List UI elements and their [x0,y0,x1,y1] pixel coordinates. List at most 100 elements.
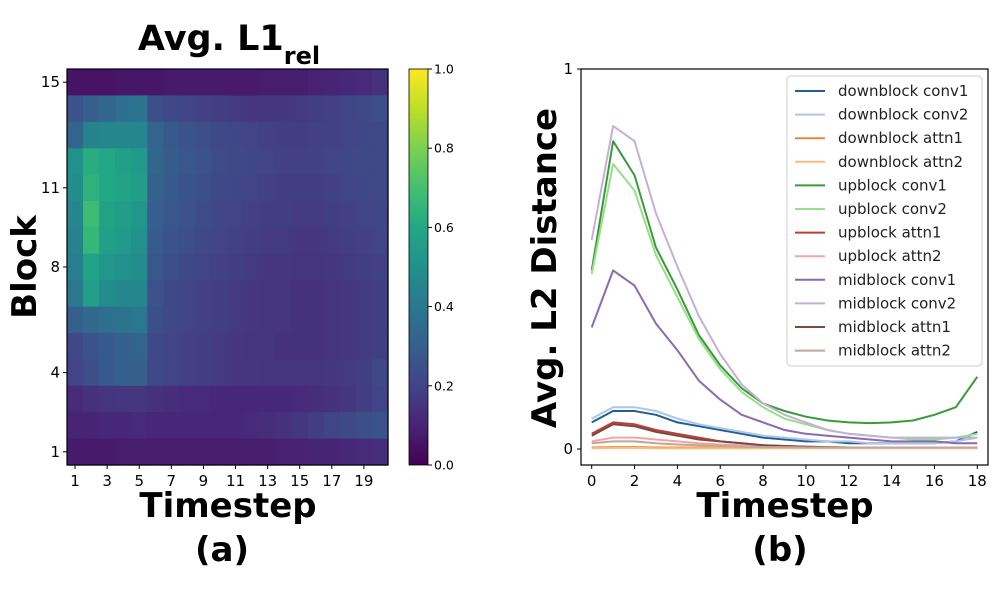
heatmap-cell [131,253,148,281]
heatmap-cell [371,201,389,228]
heatmap-cell [291,359,309,387]
heatmap-cell [131,306,148,334]
heatmap-cell [211,412,229,440]
heatmap-cell [355,385,373,413]
heatmap-cell [355,95,373,123]
heatmap-cell [323,333,341,360]
heatmap-cell [355,280,373,308]
heatmap-title: Avg. L1rel [138,19,320,70]
heatmap-cell [67,438,84,466]
colorbar-ticks: 0.0 0.2 0.4 0.6 0.8 1.0 [428,62,454,473]
panel-label-b: (b) [752,530,807,570]
line-x-tick-label: 0 [587,472,597,490]
heatmap-cell [163,121,180,149]
heatmap-cell [227,333,245,360]
heatmap-cell [99,412,116,440]
heatmap-cell [323,385,341,413]
heatmap-cell [147,412,164,440]
heatmap-cell [291,412,309,440]
legend-label: upblock conv1 [838,176,947,194]
series-line [591,406,978,445]
heatmap-cell [115,253,132,281]
heatmap-cell [83,280,100,308]
heatmap-cell [291,385,309,413]
heatmap-cell [131,121,148,149]
heatmap-cell [339,95,357,123]
heatmap-cell [131,333,148,360]
heatmap-cell [291,280,309,308]
heatmap-cell [339,385,357,413]
heatmap-cell [195,69,213,96]
heatmap-cell [339,148,357,176]
heatmap-cell [259,227,277,255]
heatmap-cell [147,438,164,466]
heatmap-cell [275,438,293,466]
heatmap-cell [195,306,213,334]
heatmap-cell [131,148,148,176]
colorbar-tick-label: 0.8 [434,141,454,156]
series-line [590,269,978,445]
heatmap-cell [243,306,261,334]
heatmap-cell [147,253,164,281]
heatmap-cell [291,121,309,149]
heatmap-cell [323,174,341,202]
heatmap-cell [195,412,213,440]
line-y-label: Avg. L2 Distance [525,108,565,428]
heatmap-cell [307,412,325,440]
heatmap-cell [147,359,164,387]
line-x-ticks: 0 2 4 6 8 10 12 14 16 18 [587,465,987,490]
heatmap-cell [67,174,84,202]
heatmap-cell [67,412,84,440]
heatmap-cell [355,174,373,202]
heatmap-cell [147,385,164,413]
heatmap-cell [99,69,116,96]
heatmap-cell [259,359,277,387]
heatmap-x-tick-label: 7 [167,472,177,490]
heatmap-y-tick-label: 8 [50,258,60,276]
heatmap-cell [163,412,180,440]
heatmap-cell [115,280,132,308]
heatmap-cell [147,333,164,360]
legend-box [786,75,983,367]
heatmap-cell [243,385,261,413]
heatmap-cell [83,412,100,440]
heatmap-cell [355,306,373,334]
heatmap-cell [259,385,277,413]
heatmap-cell [83,333,100,360]
legend-items: downblock conv1 downblock conv2 downblock … [795,82,968,360]
line-x-tick-label: 10 [796,472,815,490]
line-series [590,125,979,450]
heatmap-cell [275,69,293,96]
heatmap-cell [179,438,196,466]
heatmap-cell [227,412,245,440]
line-x-tick-label: 14 [882,472,901,490]
legend-label: downblock attn2 [838,153,963,171]
heatmap-cell [195,333,213,360]
heatmap-x-tick-label: 11 [226,472,245,490]
heatmap-x-tick-label: 15 [290,472,309,490]
colorbar-tick-label: 1.0 [434,62,454,77]
line-x-tick-label: 8 [758,472,768,490]
heatmap-cell [291,174,309,202]
legend: downblock conv1 downblock conv2 downblock … [786,75,983,367]
heatmap-cell [179,306,196,334]
heatmap-cell [179,174,196,202]
legend-label: downblock conv1 [838,82,968,100]
heatmap-cell [67,95,84,123]
heatmap-cell [195,121,213,149]
heatmap-cell [227,227,245,255]
heatmap-cell [131,201,148,228]
heatmap-cell [307,385,325,413]
heatmap-cells [67,69,389,466]
heatmap-cell [211,438,229,466]
heatmap-cell [99,359,116,387]
heatmap-cell [115,227,132,255]
heatmap-cell [323,438,341,466]
heatmap-cell [195,385,213,413]
heatmap-cell [275,121,293,149]
heatmap-cell [243,438,261,466]
heatmap-cell [371,412,389,440]
heatmap-cell [243,227,261,255]
heatmap-cell [179,148,196,176]
heatmap-cell [227,253,245,281]
